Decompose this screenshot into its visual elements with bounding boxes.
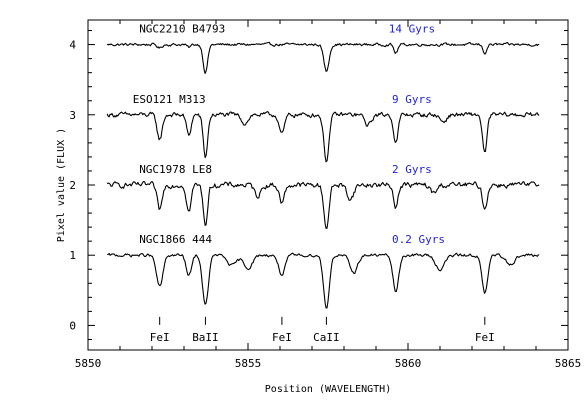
y-tick-label: 1 — [69, 249, 76, 262]
spectrum-name: NGC1866 444 — [139, 233, 212, 246]
line-marker-label: FeI — [475, 331, 495, 344]
spectrum-age: 2 Gyrs — [392, 163, 432, 176]
spectra-series: NGC2210 B4793 14 Gyrs ESO121 M313 9 Gyrs NGC… — [106, 23, 540, 309]
spectrum-age: 9 Gyrs — [392, 93, 432, 106]
spectrum-name: NGC2210 B4793 — [139, 23, 225, 36]
spectrum-age: 14 Gyrs — [389, 23, 435, 36]
line-marker-label: BaII — [192, 331, 219, 344]
spectrum-line — [106, 41, 540, 74]
line-annotations: FeI BaII FeI CaII FeI — [150, 316, 495, 344]
y-tick-label: 4 — [69, 39, 76, 52]
spectrum-age: 0.2 Gyrs — [392, 233, 445, 246]
y-tick-label: 2 — [69, 179, 76, 192]
x-tick-label: 5860 — [395, 357, 422, 370]
x-tick-label: 5855 — [235, 357, 262, 370]
line-marker-label: FeI — [272, 331, 292, 344]
y-tick-label: 0 — [69, 319, 76, 332]
spectrum-line — [106, 111, 540, 163]
spectrum-line — [106, 180, 540, 230]
line-marker-label: FeI — [150, 331, 170, 344]
y-axis-label: Pixel value (FLUX ) — [56, 128, 67, 242]
y-tick-label: 3 — [69, 109, 76, 122]
line-marker-label: CaII — [313, 331, 340, 344]
x-axis-label: Position (WAVELENGTH) — [265, 384, 391, 395]
x-tick-label: 5865 — [555, 357, 582, 370]
spectrum-name: ESO121 M313 — [133, 93, 206, 106]
x-tick-label: 5850 — [75, 357, 102, 370]
spectrum-line — [107, 252, 540, 309]
spectrum-name: NGC1978 LE8 — [139, 163, 212, 176]
chart-axes: 5850 5855 5860 5865 0 1 2 3 4 — [69, 19, 582, 370]
